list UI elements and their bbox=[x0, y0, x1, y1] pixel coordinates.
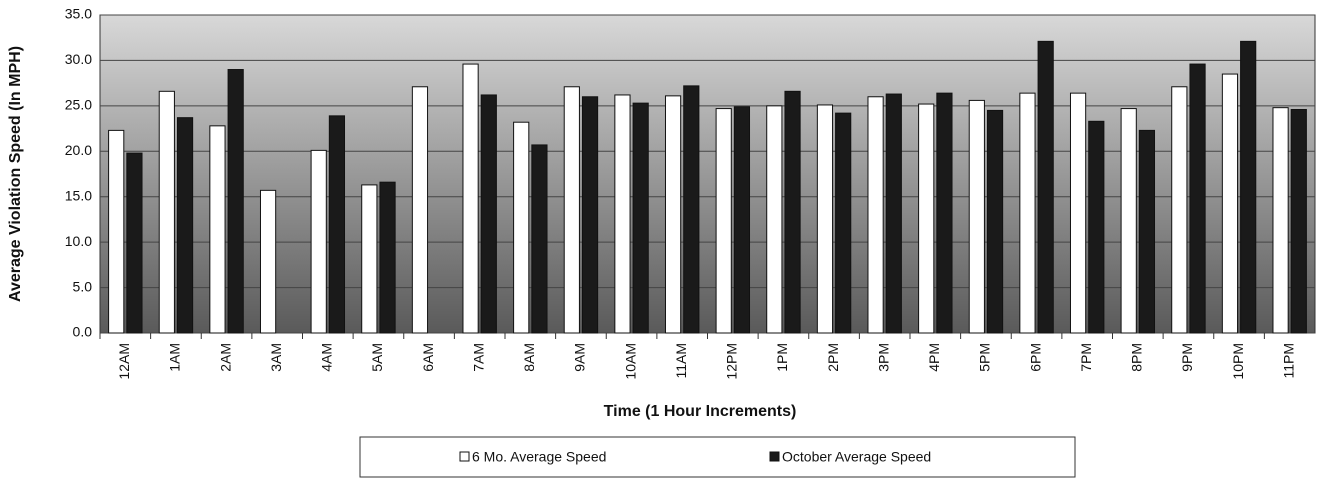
x-tick-label: 8PM bbox=[1129, 343, 1145, 372]
bar bbox=[1290, 108, 1307, 334]
x-tick-label: 7AM bbox=[470, 343, 486, 372]
x-tick-label: 9PM bbox=[1179, 343, 1195, 372]
bar bbox=[683, 85, 700, 334]
bar bbox=[462, 63, 479, 334]
y-tick-label: 20.0 bbox=[65, 142, 92, 158]
legend bbox=[359, 436, 1076, 478]
x-axis-label: Time (1 Hour Increments) bbox=[604, 403, 797, 420]
bar bbox=[1088, 120, 1105, 334]
legend-swatch bbox=[459, 451, 470, 462]
x-tick-label: 10PM bbox=[1230, 343, 1246, 380]
bar bbox=[563, 86, 580, 334]
y-tick-label: 35.0 bbox=[65, 6, 92, 22]
bar bbox=[1037, 40, 1054, 334]
x-tick-label: 4AM bbox=[319, 343, 335, 372]
bar bbox=[766, 105, 783, 334]
x-tick-label: 6PM bbox=[1027, 343, 1043, 372]
bar bbox=[867, 96, 884, 334]
bar bbox=[126, 152, 143, 334]
x-tick-label: 12AM bbox=[116, 343, 132, 380]
bar bbox=[259, 189, 277, 334]
x-tick-label: 5PM bbox=[977, 343, 993, 372]
y-tick-label: 5.0 bbox=[73, 278, 93, 294]
bar bbox=[1138, 129, 1156, 334]
y-tick-label: 30.0 bbox=[65, 51, 92, 67]
bar bbox=[227, 69, 244, 334]
y-tick-label: 15.0 bbox=[65, 187, 92, 203]
bar bbox=[1272, 107, 1289, 334]
bar bbox=[664, 95, 682, 334]
x-tick-label: 1AM bbox=[167, 343, 183, 372]
x-tick-label: 5AM bbox=[369, 343, 385, 372]
y-tick-label: 25.0 bbox=[65, 97, 92, 113]
bar bbox=[936, 92, 953, 334]
x-tick-label: 2PM bbox=[825, 343, 841, 372]
bar bbox=[531, 144, 548, 334]
bar bbox=[361, 184, 378, 334]
bar bbox=[480, 94, 497, 334]
x-tick-label: 9AM bbox=[572, 343, 588, 372]
bar bbox=[715, 108, 732, 334]
bar bbox=[835, 112, 852, 334]
bar bbox=[1120, 108, 1137, 334]
bar bbox=[1069, 92, 1087, 334]
y-tick-label: 0.0 bbox=[73, 324, 93, 340]
bar bbox=[158, 90, 175, 334]
bar bbox=[1019, 92, 1036, 334]
x-tick-label: 7PM bbox=[1078, 343, 1094, 372]
bar bbox=[1240, 40, 1257, 334]
x-tick-label: 2AM bbox=[217, 343, 233, 372]
x-tick-label: 3AM bbox=[268, 343, 284, 372]
legend-label: 6 Mo. Average Speed bbox=[472, 449, 606, 465]
bar bbox=[1221, 73, 1239, 334]
x-tick-label: 11PM bbox=[1280, 343, 1296, 379]
bar bbox=[310, 149, 327, 334]
bar bbox=[1171, 86, 1188, 334]
bar bbox=[1189, 63, 1206, 334]
bar bbox=[328, 115, 346, 334]
x-tick-label: 8AM bbox=[521, 343, 537, 372]
x-tick-label: 10AM bbox=[622, 343, 638, 380]
y-axis-label: Average Violation Speed (In MPH) bbox=[7, 46, 24, 302]
bar bbox=[918, 103, 935, 334]
x-tick-label: 4PM bbox=[926, 343, 942, 372]
bar bbox=[513, 121, 530, 334]
bar bbox=[986, 109, 1004, 334]
plot-area bbox=[99, 14, 1316, 334]
bar bbox=[885, 93, 902, 334]
bar bbox=[379, 181, 396, 334]
legend-label: October Average Speed bbox=[782, 449, 931, 465]
bar bbox=[614, 94, 631, 334]
bar bbox=[411, 86, 429, 334]
bar bbox=[581, 96, 599, 334]
bar bbox=[176, 117, 194, 334]
bar bbox=[784, 90, 801, 334]
legend-swatch bbox=[769, 451, 780, 462]
bar bbox=[108, 129, 125, 334]
y-tick-label: 10.0 bbox=[65, 233, 92, 249]
bar bbox=[632, 102, 649, 334]
x-tick-label: 12PM bbox=[724, 343, 740, 380]
x-tick-label: 3PM bbox=[875, 343, 891, 372]
x-tick-label: 11AM bbox=[673, 343, 689, 379]
bar bbox=[968, 99, 985, 334]
bar bbox=[816, 104, 834, 334]
bar bbox=[733, 106, 751, 334]
x-tick-label: 1PM bbox=[774, 343, 790, 372]
bar bbox=[209, 125, 226, 334]
x-tick-label: 6AM bbox=[420, 343, 436, 372]
